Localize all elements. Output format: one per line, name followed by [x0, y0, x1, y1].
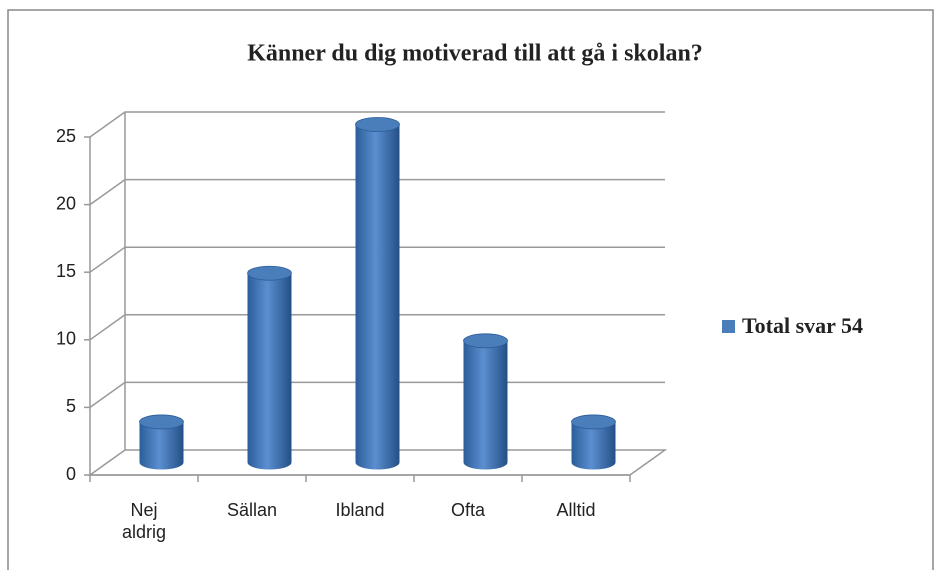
- y-tick-label: 25: [56, 126, 76, 146]
- legend-label: Total svar 54: [742, 313, 863, 338]
- legend-swatch: [722, 320, 735, 333]
- y-tick-label: 0: [66, 464, 76, 484]
- x-tick-label: Ofta: [450, 500, 485, 520]
- x-tick-label: Nej aldrig: [121, 500, 167, 542]
- y-tick-label: 20: [56, 193, 76, 213]
- bar-top: [355, 117, 400, 132]
- bar: [139, 414, 184, 470]
- chart-title: Känner du dig motiverad till att gå i sk…: [247, 41, 703, 67]
- bar-top: [139, 414, 184, 430]
- bar-top: [247, 265, 292, 281]
- bar: [247, 266, 292, 470]
- chart-border: [7, 9, 934, 570]
- bar-top: [463, 333, 508, 349]
- x-tick-label: Sällan: [226, 500, 278, 520]
- y-tick-label: 10: [56, 329, 76, 349]
- x-tick-label: Alltid: [556, 500, 596, 520]
- bar: [571, 414, 616, 470]
- y-tick-label: 5: [66, 396, 76, 416]
- bar: [355, 117, 400, 470]
- bar-top: [571, 414, 616, 430]
- x-tick-label: Ibland: [335, 500, 385, 520]
- y-tick-label: 15: [56, 261, 76, 281]
- bar: [463, 333, 508, 470]
